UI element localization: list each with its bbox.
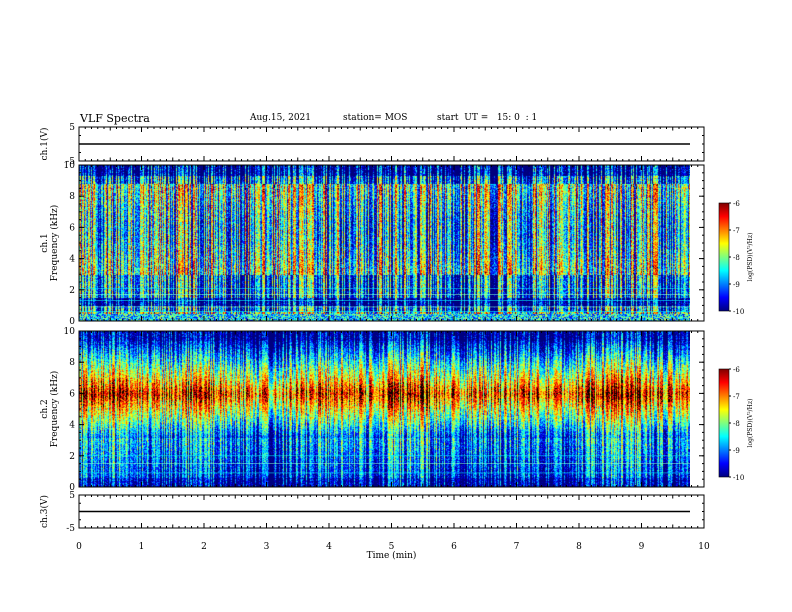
x-axis-label: Time (min): [367, 550, 417, 561]
colorbar-tick-label: -8: [733, 420, 740, 428]
station-label: station= MOS: [343, 113, 408, 123]
y-tick-label: 8: [69, 192, 75, 202]
x-tick-label: 1: [139, 542, 145, 552]
x-tick-label: 5: [389, 542, 395, 552]
y-tick-label: 5: [69, 123, 75, 133]
y-tick-label: 10: [64, 161, 76, 171]
y-tick-label: 2: [69, 452, 75, 462]
colorbar-label: log(PSD)(V²/Hz): [747, 399, 754, 448]
y-tick-label: 5: [69, 491, 75, 501]
start-ut-label: start UT = 15: 0 : 1: [437, 113, 538, 123]
x-tick-label: 3: [264, 542, 270, 552]
x-tick-label: 7: [514, 542, 520, 552]
y-tick-label: 0: [69, 317, 75, 327]
y-tick-label: 4: [69, 255, 75, 265]
y-tick-label: 4: [69, 421, 75, 431]
colorbar-tick-label: -10: [733, 308, 744, 316]
chart-title: VLF Spectra: [80, 112, 150, 125]
colorbar-tick-label: -9: [733, 281, 740, 289]
colorbar-tick-label: -10: [733, 474, 744, 482]
y-axis-label: ch.3(V): [39, 495, 50, 528]
spectrogram-ch2: [79, 331, 690, 487]
x-tick-label: 6: [451, 542, 457, 552]
y-tick-label: 6: [69, 223, 75, 233]
x-tick-label: 4: [326, 542, 332, 552]
x-tick-label: 9: [639, 542, 645, 552]
y-axis-label: ch.1(V): [39, 128, 50, 161]
colorbar-tick-label: -7: [733, 393, 740, 401]
colorbar-tick-label: -6: [733, 200, 740, 208]
colorbar: [718, 202, 730, 312]
y-tick-label: 6: [69, 389, 75, 399]
y-tick-label: -5: [66, 524, 75, 534]
colorbar-tick-label: -7: [733, 227, 740, 235]
colorbar-tick-label: -8: [733, 254, 740, 262]
y-tick-label: 0: [69, 483, 75, 493]
date-label: Aug.15, 2021: [250, 113, 311, 123]
channel-label: ch.1: [40, 233, 50, 252]
x-tick-label: 0: [76, 542, 82, 552]
y-tick-label: 10: [64, 327, 76, 337]
y-axis-label: Frequency (kHz): [49, 371, 60, 448]
x-tick-label: 8: [576, 542, 582, 552]
spectrogram-ch1: [79, 165, 690, 321]
y-tick-label: -5: [66, 157, 75, 167]
channel-label: ch.2: [40, 399, 50, 418]
y-axis-label: Frequency (kHz): [49, 205, 60, 282]
x-tick-label: 10: [698, 542, 710, 552]
colorbar-label: log(PSD)(V²/Hz): [747, 233, 754, 282]
y-tick-label: 2: [69, 286, 75, 296]
colorbar-tick-label: -6: [733, 366, 740, 374]
colorbar: [718, 368, 730, 478]
colorbar-tick-label: -9: [733, 447, 740, 455]
y-tick-label: 8: [69, 358, 75, 368]
x-tick-label: 2: [201, 542, 207, 552]
